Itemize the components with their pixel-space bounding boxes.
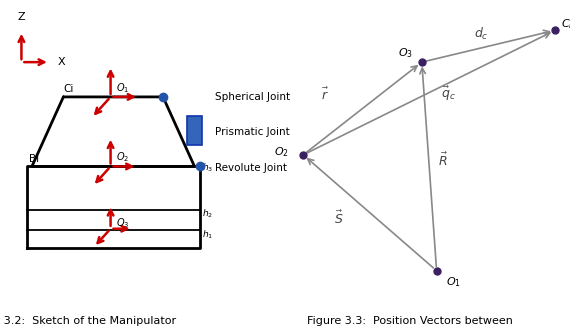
Text: $O_3$: $O_3$	[398, 46, 413, 60]
Text: X: X	[58, 57, 65, 67]
Text: $O_3$: $O_3$	[116, 216, 129, 230]
Text: $h_2$: $h_2$	[202, 208, 213, 220]
Text: $C_i$: $C_i$	[561, 17, 570, 31]
Text: $O_2$: $O_2$	[116, 151, 129, 165]
Text: $O_1$: $O_1$	[446, 275, 461, 289]
Text: $d_c$: $d_c$	[474, 26, 488, 42]
Text: Revolute Joint: Revolute Joint	[215, 163, 287, 173]
Text: $h_1$: $h_1$	[202, 228, 214, 241]
Text: $O_1$: $O_1$	[116, 81, 129, 95]
Bar	[188, 116, 202, 145]
Text: $\vec{R}$: $\vec{R}$	[438, 152, 448, 169]
Text: $\vec{r}$: $\vec{r}$	[321, 87, 329, 103]
Text: $h_3$: $h_3$	[202, 162, 214, 174]
Text: Figure 3.2:  Sketch of the Manipulator: Figure 3.2: Sketch of the Manipulator	[0, 316, 176, 326]
Text: Bi: Bi	[29, 154, 39, 164]
Text: Spherical Joint: Spherical Joint	[215, 92, 291, 102]
Text: $\vec{q}_c$: $\vec{q}_c$	[441, 85, 456, 103]
Text: Prismatic Joint: Prismatic Joint	[215, 127, 290, 137]
Text: $\vec{S}$: $\vec{S}$	[335, 210, 344, 227]
Text: $O_2$: $O_2$	[274, 145, 288, 159]
Text: Figure 3.3:  Position Vectors between: Figure 3.3: Position Vectors between	[307, 316, 514, 326]
Text: Z: Z	[18, 12, 25, 22]
Text: Ci: Ci	[63, 84, 74, 94]
